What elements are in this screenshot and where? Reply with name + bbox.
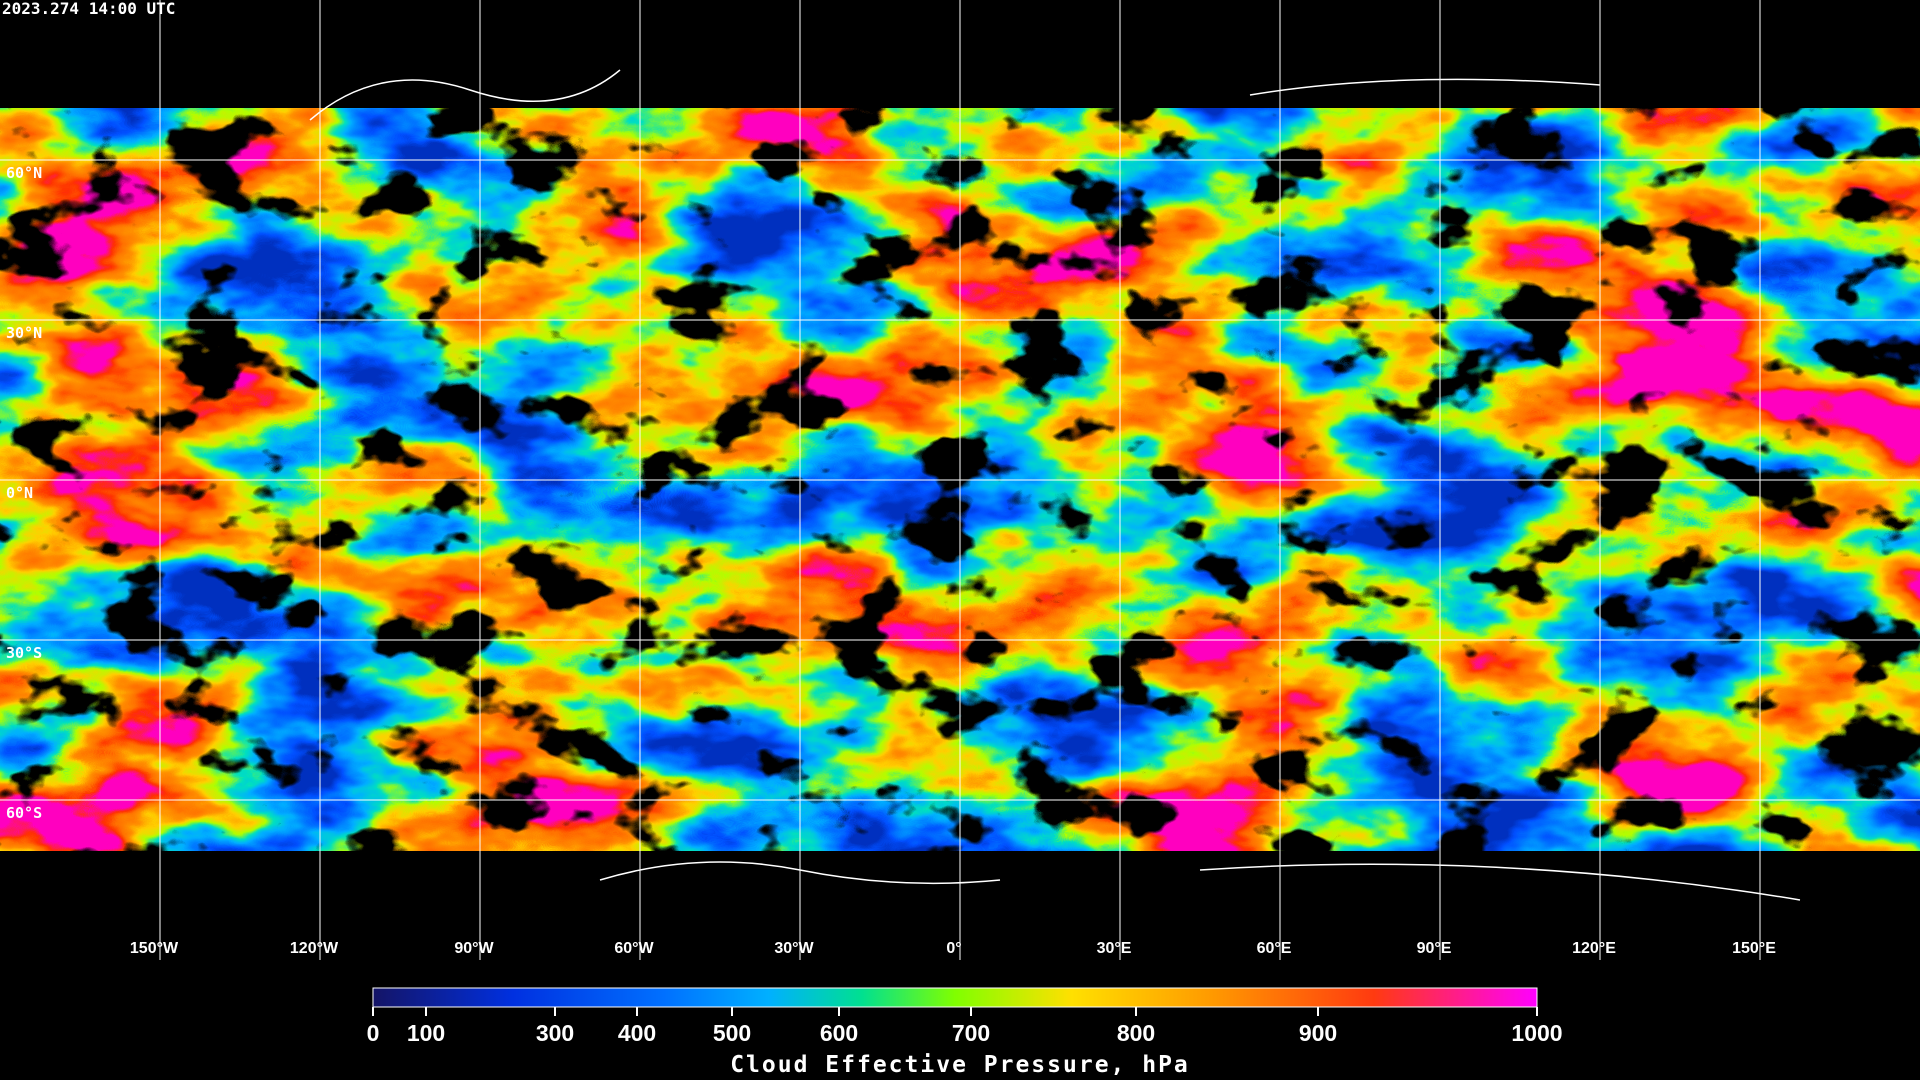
colorbar-tick-label: 500 <box>713 1020 751 1046</box>
longitude-label: 30°W <box>774 940 814 957</box>
colorbar-tick-label: 100 <box>407 1020 445 1046</box>
timestamp: 2023.274 14:00 UTC <box>2 0 175 18</box>
colorbar-tick-label: 300 <box>536 1020 574 1046</box>
colorbar-tick-label: 400 <box>618 1020 656 1046</box>
longitude-label: 60°W <box>614 940 654 957</box>
colorbar <box>372 987 1538 1008</box>
colorbar-tick-label: 1000 <box>1511 1020 1562 1046</box>
colorbar-tick-label: 900 <box>1299 1020 1337 1046</box>
latitude-label: 60°N <box>6 164 42 182</box>
coastline-hint <box>309 69 1801 901</box>
latitude-label: 30°N <box>6 324 42 342</box>
longitude-label: 30°E <box>1097 940 1132 957</box>
longitude-label: 90°E <box>1417 940 1452 957</box>
latitude-label: 30°S <box>6 644 42 662</box>
longitude-label: 150°W <box>130 940 179 957</box>
colorbar-ticks: 0 100 300 400 500 600 700 800 900 1000 <box>367 1007 1563 1046</box>
longitude-label: 60°E <box>1257 940 1292 957</box>
longitude-label: 150°E <box>1732 940 1776 957</box>
colorbar-tick-label: 800 <box>1117 1020 1155 1046</box>
longitude-label: 120°W <box>290 940 339 957</box>
colorbar-tick-label: 700 <box>952 1020 990 1046</box>
longitude-label: 90°W <box>454 940 494 957</box>
latitude-label: 60°S <box>6 804 42 822</box>
longitude-label: 0° <box>946 940 961 957</box>
graticule: 60°N 30°N 0°N 30°S 60°S 150°W 120°W 90°W 60°W 30°… <box>0 0 1920 960</box>
colorbar-tick-label: 600 <box>820 1020 858 1046</box>
colorbar-label: Cloud Effective Pressure, hPa <box>730 1052 1190 1078</box>
latitude-label: 0°N <box>6 484 33 502</box>
colorbar-tick-label: 0 <box>367 1020 380 1046</box>
legend-panel <box>0 960 1920 1080</box>
longitude-label: 120°E <box>1572 940 1616 957</box>
